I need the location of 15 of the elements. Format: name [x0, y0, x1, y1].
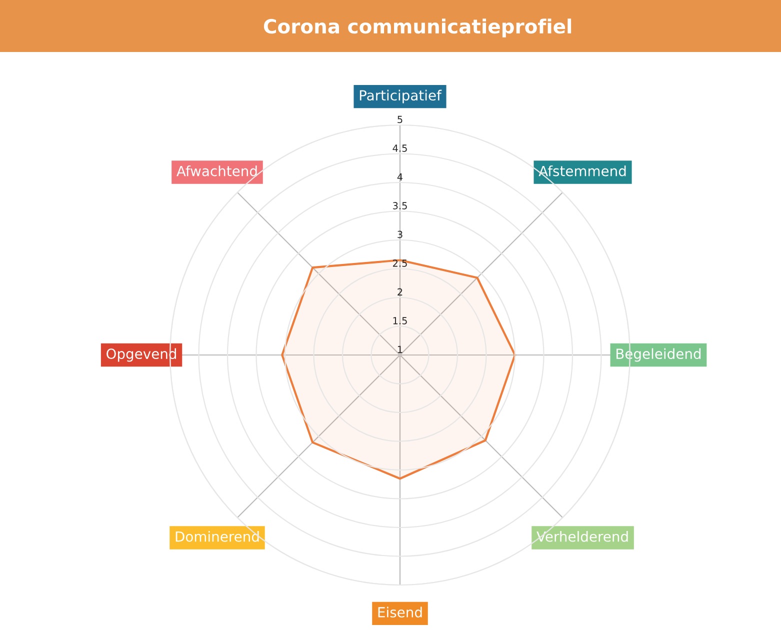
y-tick-label: 3 [398, 230, 402, 238]
y-tick-label: 4.5 [392, 144, 407, 152]
y-tick-label: 4 [397, 173, 403, 180]
y-tick-label: 2.5 [392, 260, 407, 267]
y-tick-label: 3.5 [393, 202, 407, 210]
y-tick-label: 2 [398, 288, 402, 296]
spoke-label: Dominerend [176, 531, 259, 542]
y-tick-label: 5 [398, 116, 402, 124]
chart-title: Corona communicatieprofiel [264, 18, 572, 38]
spoke-label: Participatief [360, 90, 442, 104]
y-tick-label: 1.5 [393, 317, 407, 324]
spoke-label: Afstemmend [538, 166, 626, 176]
spoke-label: Eisend [378, 606, 422, 618]
y-tick-label: 1 [398, 346, 402, 353]
spoke-label: Afwachtend [176, 166, 257, 176]
